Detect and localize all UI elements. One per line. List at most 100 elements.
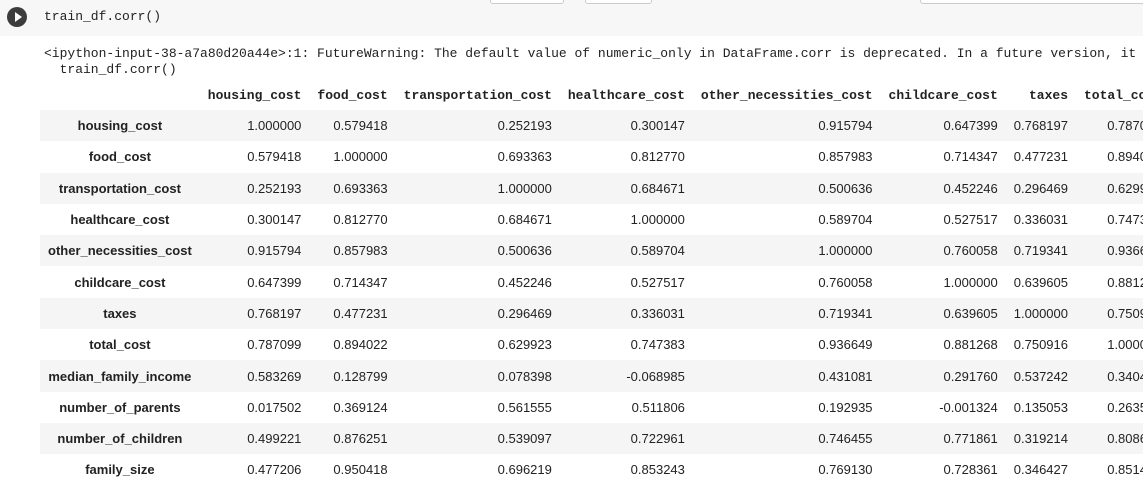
cell: 0.34049 [1107,368,1143,384]
cell: 1.000000 [630,212,685,228]
cell: 0.539097 [497,431,552,447]
cell: 0.452246 [497,274,552,290]
cell: 0.78709 [1107,118,1143,134]
table-row: taxes 0.768197 0.477231 0.296469 0.336031 0.7… [40,297,1143,330]
row-label: number_of_parents [59,399,181,415]
cell: 1.000000 [333,149,388,165]
row-label: housing_cost [77,118,163,134]
cell: 0.300147 [247,212,302,228]
cell: 0.771861 [943,431,998,447]
cell: 0.876251 [333,431,388,447]
cell: 0.80865 [1107,431,1143,447]
cell: 0.936649 [818,337,873,353]
cell: 0.728361 [943,462,998,478]
column-header: total_cos [1084,87,1143,103]
cell: 0.714347 [333,274,388,290]
cell: 0.857983 [333,243,388,259]
cell: 0.714347 [943,149,998,165]
run-button[interactable] [7,7,27,27]
column-header: housing_cost [207,87,302,103]
cell: 0.192935 [818,399,873,415]
row-label: food_cost [88,149,151,165]
table-row: childcare_cost 0.647399 0.714347 0.452246 0.… [40,266,1143,297]
cell: 0.787099 [247,337,302,353]
toolbar-button[interactable] [490,0,564,4]
cell: 0.477206 [247,462,302,478]
cell: 0.452246 [943,180,998,196]
cell: 0.477231 [1013,149,1068,165]
cell: 0.746455 [818,431,873,447]
row-label: healthcare_cost [70,212,170,228]
column-header: food_cost [317,87,388,103]
cell: 0.431081 [818,368,873,384]
cell: 0.950418 [333,462,388,478]
cell: 0.511806 [631,399,685,415]
cell: 0.89402 [1107,149,1143,165]
row-label: median_family_income [48,368,192,384]
table-row: family_size 0.477206 0.950418 0.696219 0.853… [40,454,1143,485]
cell: 0.296469 [1013,180,1068,196]
cell: 0.561555 [497,399,552,415]
cell: 0.747383 [630,337,685,353]
cell: 0.88126 [1107,274,1143,290]
cell: 0.527517 [630,274,685,290]
cell: 0.62992 [1107,180,1143,196]
cell: -0.068985 [626,368,685,384]
cell: 0.915794 [247,243,302,259]
column-header: transportation_cost [403,87,552,103]
cell: 0.499221 [247,431,302,447]
row-label: total_cost [89,337,151,353]
warning: <ipython-input-38-a7a80d20a44e>:1: Futur… [44,46,1143,78]
cell: 0.639605 [943,305,998,321]
index-header [40,80,200,110]
cell: 0.881268 [943,337,998,353]
warning-line: train_df.corr() [44,62,177,77]
cell: 0.812770 [333,212,388,228]
cell: 0.85140 [1107,462,1143,478]
cell: 0.74738 [1107,212,1143,228]
code: train_df.corr() [44,9,162,24]
cell: 1.000000 [943,274,998,290]
table-row: healthcare_cost 0.300147 0.812770 0.684671 1… [40,204,1143,235]
cell: 0.750916 [1013,337,1068,353]
toolbar-button[interactable] [585,0,652,4]
cell: 1.000000 [818,243,873,259]
cell: 0.26355 [1107,399,1143,415]
cell: 0.719341 [818,305,873,321]
cell: 0.589704 [630,243,685,259]
cell: 0.500636 [497,243,552,259]
cell: 0.768197 [1013,118,1068,134]
cell-toolbar[interactable] [920,0,1143,4]
column-header: healthcare_cost [567,87,685,103]
cell: 0.583269 [247,368,302,384]
cell: 0.537242 [1013,368,1068,384]
cell: 0.719341 [1013,243,1068,259]
cell: 0.579418 [333,118,388,134]
cell: 0.300147 [630,118,685,134]
cell: 0.93664 [1107,243,1143,259]
cell: 0.629923 [497,337,552,353]
cell: 0.684671 [630,180,685,196]
cell: 0.760058 [943,243,998,259]
row-label: family_size [85,462,155,478]
table-row: housing_cost 1.000000 0.579418 0.252193 0.30… [40,110,1143,142]
table-row: number_of_parents 0.017502 0.369124 0.56155… [40,392,1143,423]
cell: 0.128799 [333,368,388,384]
cell: 0.812770 [630,149,685,165]
cell: 1.000000 [1013,305,1068,321]
cell: 0.696219 [497,462,552,478]
column-header: childcare_cost [888,87,998,103]
code-cell: train_df.corr() [0,0,1143,36]
cell: 0.915794 [818,118,873,134]
cell: 0.768197 [247,305,302,321]
cell: 1.000000 [497,180,552,196]
cell: 1.000000 [247,118,302,134]
cell: 0.647399 [247,274,302,290]
cell: 0.336031 [1013,212,1068,228]
cell: 0.252193 [497,118,552,134]
cell: 0.647399 [943,118,998,134]
cell: 0.579418 [247,149,302,165]
cell: 0.527517 [943,212,998,228]
row-label: taxes [103,305,137,321]
